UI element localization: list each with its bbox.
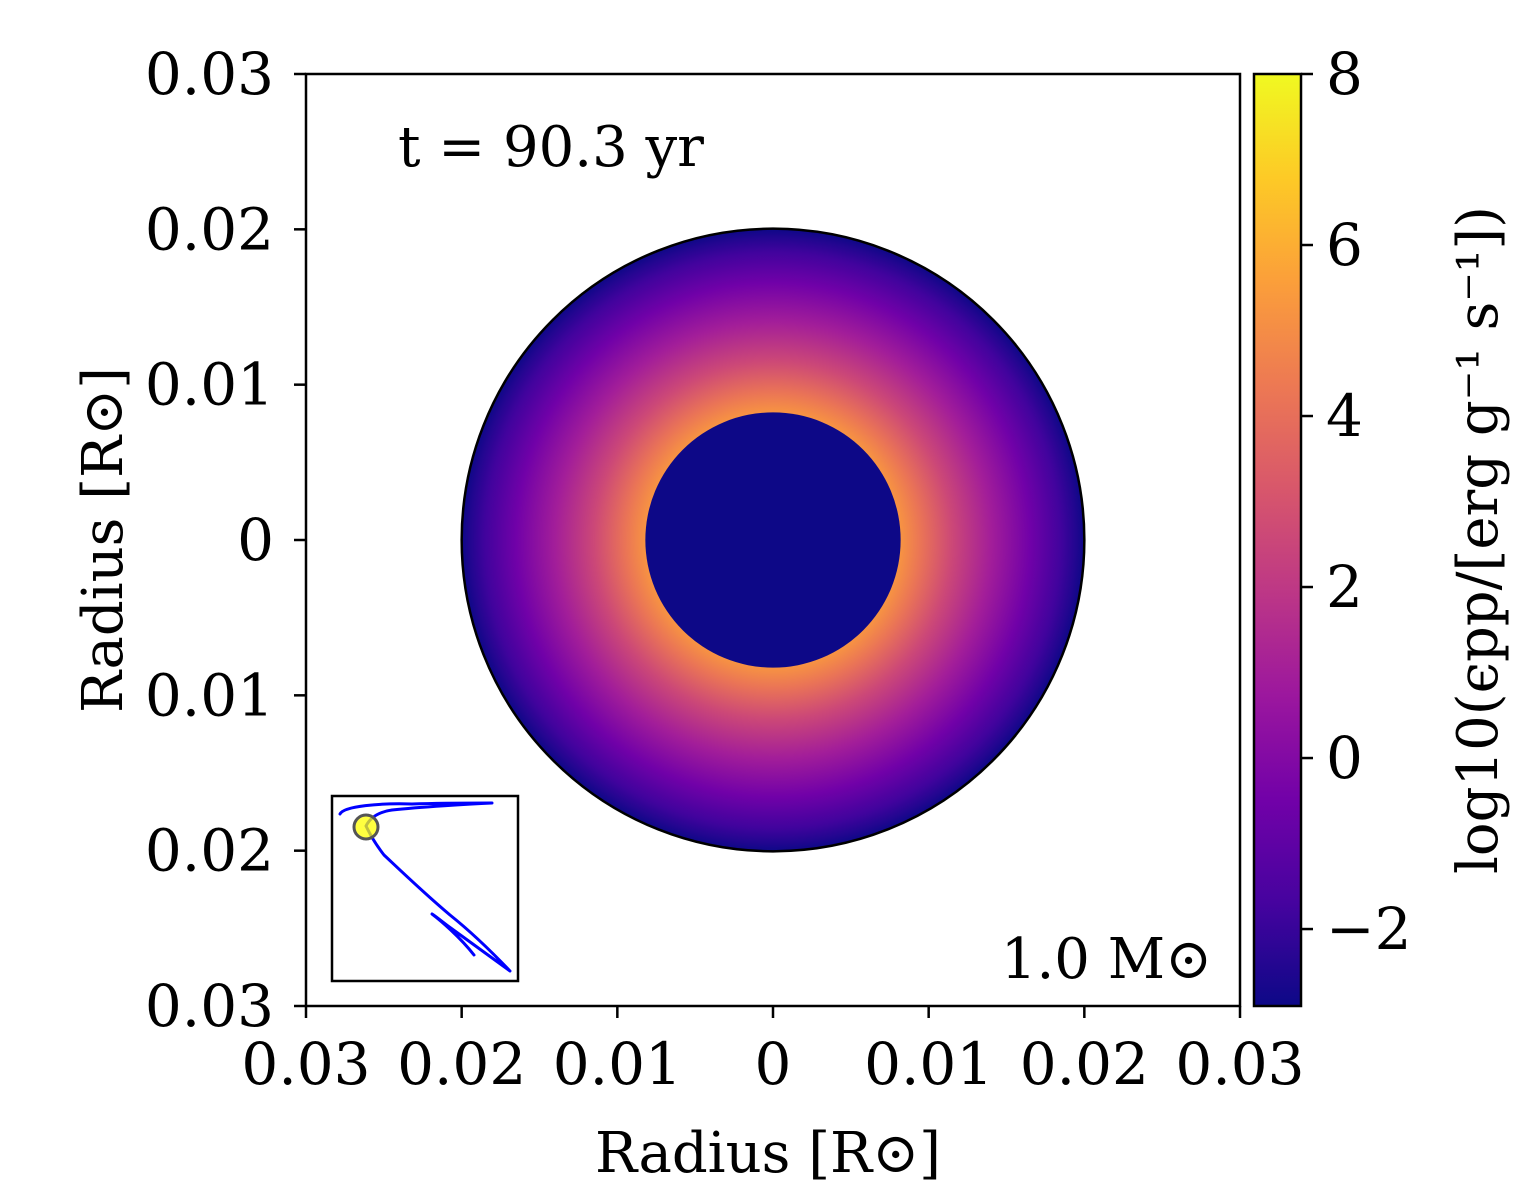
colorbar-frame <box>1252 72 1303 1008</box>
colorbar-ticks: −2 0 2 4 6 8 <box>1301 40 1412 963</box>
y-tick-label: 0.03 <box>145 972 274 1040</box>
x-axis-ticks: 0.03 0.02 0.01 0 0.01 0.02 0.03 <box>241 1006 1305 1098</box>
x-tick-label: 0.03 <box>1175 1030 1304 1098</box>
x-tick-label: 0.02 <box>1020 1030 1149 1098</box>
y-tick-label: 0.01 <box>145 661 274 729</box>
colorbar-tick-label: −2 <box>1326 895 1412 963</box>
colorbar: −2 0 2 4 6 8 log10(ϵpp/[erg g⁻¹ s⁻¹]) <box>1252 40 1511 1008</box>
x-tick-label: 0.01 <box>864 1030 993 1098</box>
y-axis-label: Radius [R⊙] <box>71 367 136 713</box>
colorbar-label: log10(ϵpp/[erg g⁻¹ s⁻¹]) <box>1446 206 1511 874</box>
y-tick-label: 0.02 <box>145 195 274 263</box>
inset-current-position-marker <box>352 813 380 841</box>
x-tick-label: 0.02 <box>397 1030 526 1098</box>
y-tick-label: 0 <box>237 506 274 574</box>
y-axis-ticks: 0.03 0.02 0.01 0 0.01 0.02 0.03 <box>145 40 306 1040</box>
star-inner-core <box>645 412 901 668</box>
inset-track-line <box>338 801 512 973</box>
y-tick-label: 0.01 <box>145 351 274 419</box>
colorbar-tick-label: 2 <box>1326 553 1363 621</box>
x-axis-label: Radius [R⊙] <box>595 1121 941 1186</box>
y-tick-label: 0.02 <box>145 817 274 885</box>
colorbar-tick-label: 0 <box>1326 724 1363 792</box>
colorbar-tick-label: 8 <box>1326 40 1363 108</box>
colorbar-tick-label: 4 <box>1326 382 1363 450</box>
x-tick-label: 0.03 <box>241 1030 370 1098</box>
mass-annotation: 1.0 M⊙ <box>1001 927 1212 992</box>
star-cross-section <box>460 227 1086 853</box>
y-tick-label: 0.03 <box>145 40 274 108</box>
colorbar-fill <box>1254 74 1301 1006</box>
x-tick-label: 0 <box>755 1030 792 1098</box>
inset-evolution-track <box>330 794 520 983</box>
colorbar-tick-label: 6 <box>1326 211 1363 279</box>
time-annotation: t = 90.3 yr <box>398 115 704 180</box>
x-tick-label: 0.01 <box>553 1030 682 1098</box>
